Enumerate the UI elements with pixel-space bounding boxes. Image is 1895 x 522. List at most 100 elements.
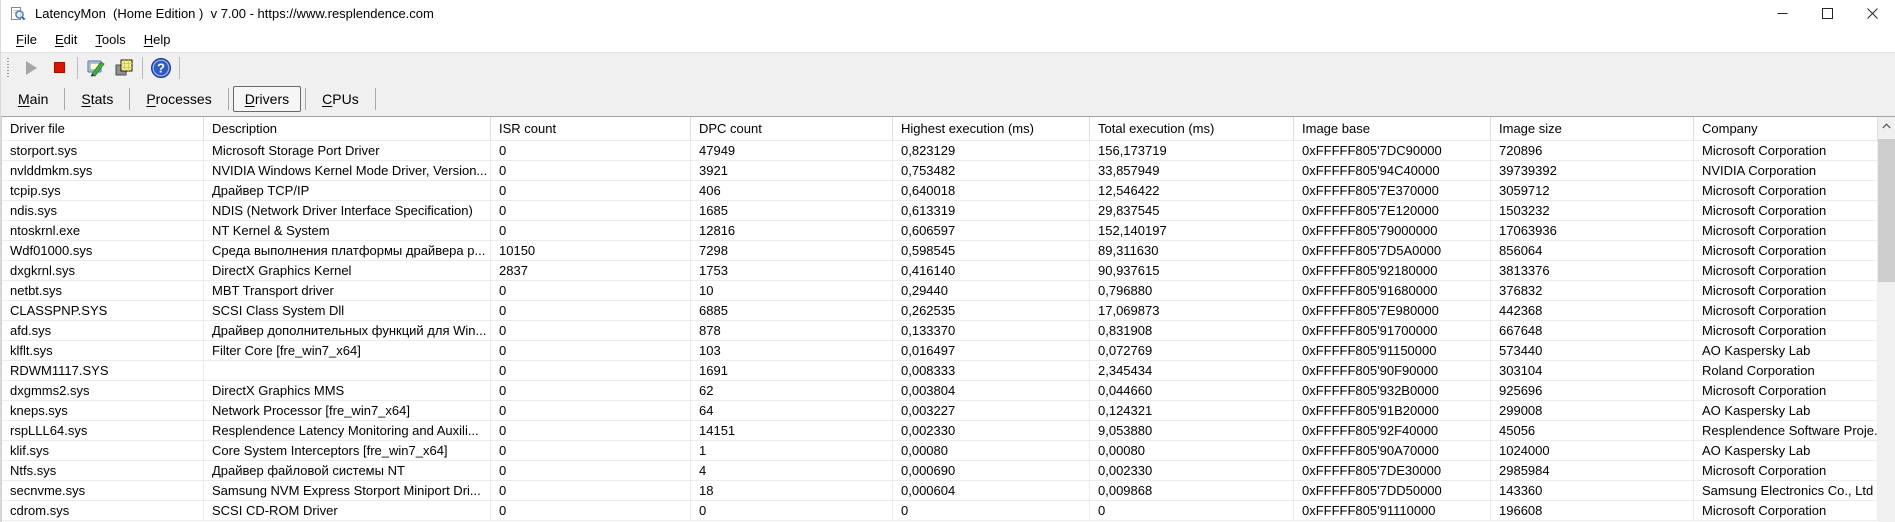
cell-image-size: 2985984 — [1491, 461, 1694, 481]
cell-driver-file: secnvme.sys — [2, 481, 204, 501]
cell-highest-execution: 0,598545 — [893, 241, 1090, 261]
cell-driver-file: dxgkrnl.sys — [2, 261, 204, 281]
cell-highest-execution: 0 — [893, 501, 1090, 521]
cell-highest-execution: 0,416140 — [893, 261, 1090, 281]
cell-driver-file: Ntfs.sys — [2, 461, 204, 481]
cell-company: Microsoft Corporation — [1694, 301, 1878, 321]
tab-bar: Main Stats Processes Drivers CPUs — [1, 82, 1895, 116]
tab-cpus[interactable]: CPUs — [322, 91, 359, 107]
cell-image-base: 0xFFFFF805'92180000 — [1294, 261, 1491, 281]
cell-image-base: 0xFFFFF805'7DC90000 — [1294, 141, 1491, 161]
analyze-button[interactable] — [82, 55, 110, 81]
cell-description: SCSI CD-ROM Driver — [204, 501, 491, 521]
cell-description: Драйвер файловой системы NT — [204, 461, 491, 481]
table-row[interactable]: cdrom.sys SCSI CD-ROM Driver 0 0 0 0 0xFFFFF80… — [2, 501, 1878, 521]
cell-image-size: 299008 — [1491, 401, 1694, 421]
analyze-icon — [87, 60, 105, 77]
column-header-highest-execution[interactable]: Highest execution (ms) — [893, 117, 1090, 141]
cell-total-execution: 152,140197 — [1090, 221, 1294, 241]
cell-image-base: 0xFFFFF805'91B20000 — [1294, 401, 1491, 421]
cell-image-size: 720896 — [1491, 141, 1694, 161]
cell-image-base: 0xFFFFF805'90F90000 — [1294, 361, 1491, 381]
cell-description: Драйвер дополнительных функций для Win..… — [204, 321, 491, 341]
minimize-button[interactable] — [1760, 0, 1805, 27]
title-bar: LatencyMon (Home Edition ) v 7.00 - http… — [1, 0, 1895, 27]
cell-description: Filter Core [fre_win7_x64] — [204, 341, 491, 361]
cell-image-size: 667648 — [1491, 321, 1694, 341]
cell-company: Microsoft Corporation — [1694, 461, 1878, 481]
scrollbar-thumb[interactable] — [1878, 139, 1895, 282]
cell-description: DirectX Graphics Kernel — [204, 261, 491, 281]
column-header-description[interactable]: Description — [204, 117, 491, 141]
column-header-total-execution[interactable]: Total execution (ms) — [1090, 117, 1294, 141]
menu-help[interactable]: Help — [143, 32, 171, 47]
svg-text:?: ? — [157, 60, 165, 75]
cell-description: Среда выполнения платформы драйвера р... — [204, 241, 491, 261]
stop-monitor-button[interactable] — [45, 55, 73, 81]
start-monitor-button[interactable] — [17, 55, 45, 81]
table-row[interactable]: netbt.sys MBT Transport driver 0 10 0,29440 0… — [2, 281, 1878, 301]
tab-processes[interactable]: Processes — [146, 91, 212, 107]
table-row[interactable]: afd.sys Драйвер дополнительных функций дл… — [2, 321, 1878, 341]
menu-edit[interactable]: Edit — [54, 32, 78, 47]
table-row[interactable]: ntoskrnl.exe NT Kernel & System 0 12816 0,60… — [2, 221, 1878, 241]
copy-report-button[interactable] — [110, 55, 138, 81]
table-row[interactable]: dxgmms2.sys DirectX Graphics MMS 0 62 0,0038… — [2, 381, 1878, 401]
tab-stats[interactable]: Stats — [81, 91, 114, 107]
menu-file[interactable]: File — [16, 32, 37, 47]
cell-total-execution: 12,546422 — [1090, 181, 1294, 201]
cell-image-size: 3813376 — [1491, 261, 1694, 281]
column-header-company[interactable]: Company — [1694, 117, 1878, 141]
cell-company: Microsoft Corporation — [1694, 261, 1878, 281]
table-row[interactable]: storport.sys Microsoft Storage Port Drive… — [2, 141, 1878, 161]
cell-image-size: 17063936 — [1491, 221, 1694, 241]
drivers-table-body: Driver file Description ISR count DPC count… — [2, 117, 1878, 522]
tab-main[interactable]: Main — [18, 91, 49, 107]
help-button[interactable]: ? — [147, 55, 175, 81]
toolbar-separator — [179, 56, 180, 79]
cell-isr-count: 0 — [491, 481, 691, 501]
table-row[interactable]: tcpip.sys Драйвер TCP/IP 0 406 0,640018 12,54… — [2, 181, 1878, 201]
cell-image-base: 0xFFFFF805'91680000 — [1294, 281, 1491, 301]
table-row[interactable]: Wdf01000.sys Среда выполнения платформы д… — [2, 241, 1878, 261]
vertical-scrollbar[interactable] — [1878, 117, 1895, 522]
table-row[interactable]: kneps.sys Network Processor [fre_win7_x64… — [2, 401, 1878, 421]
cell-image-size: 1024000 — [1491, 441, 1694, 461]
close-button[interactable] — [1850, 0, 1895, 27]
table-row[interactable]: RDWM1117.SYS 0 1691 0,008333 2,345434 0xFFFFF… — [2, 361, 1878, 381]
cell-company: Microsoft Corporation — [1694, 141, 1878, 161]
tab-separator — [64, 88, 66, 110]
cell-dpc-count: 6885 — [691, 301, 893, 321]
table-row[interactable]: dxgkrnl.sys DirectX Graphics Kernel 2837 17… — [2, 261, 1878, 281]
column-header-isr-count[interactable]: ISR count — [491, 117, 691, 141]
table-row[interactable]: klif.sys Core System Interceptors [fre_wi… — [2, 441, 1878, 461]
column-header-image-base[interactable]: Image base — [1294, 117, 1491, 141]
scroll-up-button[interactable] — [1878, 117, 1895, 134]
column-header-driver-file[interactable]: Driver file — [2, 117, 204, 141]
cell-isr-count: 0 — [491, 201, 691, 221]
tab-drivers[interactable]: Drivers — [232, 86, 302, 112]
cell-driver-file: tcpip.sys — [2, 181, 204, 201]
minimize-icon — [1777, 13, 1788, 14]
table-row[interactable]: secnvme.sys Samsung NVM Express Storport … — [2, 481, 1878, 501]
cell-description: MBT Transport driver — [204, 281, 491, 301]
column-header-dpc-count[interactable]: DPC count — [691, 117, 893, 141]
toolbar: ? — [1, 52, 1895, 82]
cell-dpc-count: 3921 — [691, 161, 893, 181]
table-row[interactable]: rspLLL64.sys Resplendence Latency Monitor… — [2, 421, 1878, 441]
table-row[interactable]: klflt.sys Filter Core [fre_win7_x64] 0 103 0… — [2, 341, 1878, 361]
cell-isr-count: 0 — [491, 181, 691, 201]
table-row[interactable]: ndis.sys NDIS (Network Driver Interface S… — [2, 201, 1878, 221]
cell-isr-count: 0 — [491, 501, 691, 521]
table-row[interactable]: Ntfs.sys Драйвер файловой системы NT 0 4 0,0… — [2, 461, 1878, 481]
column-header-image-size[interactable]: Image size — [1491, 117, 1694, 141]
toolbar-gripper[interactable] — [7, 57, 9, 78]
table-row[interactable]: CLASSPNP.SYS SCSI Class System Dll 0 6885 0,… — [2, 301, 1878, 321]
menu-tools[interactable]: Tools — [95, 32, 126, 47]
table-row[interactable]: nvlddmkm.sys NVIDIA Windows Kernel Mode D… — [2, 161, 1878, 181]
cell-isr-count: 0 — [491, 221, 691, 241]
cell-highest-execution: 0,133370 — [893, 321, 1090, 341]
maximize-button[interactable] — [1805, 0, 1850, 27]
cell-driver-file: klif.sys — [2, 441, 204, 461]
